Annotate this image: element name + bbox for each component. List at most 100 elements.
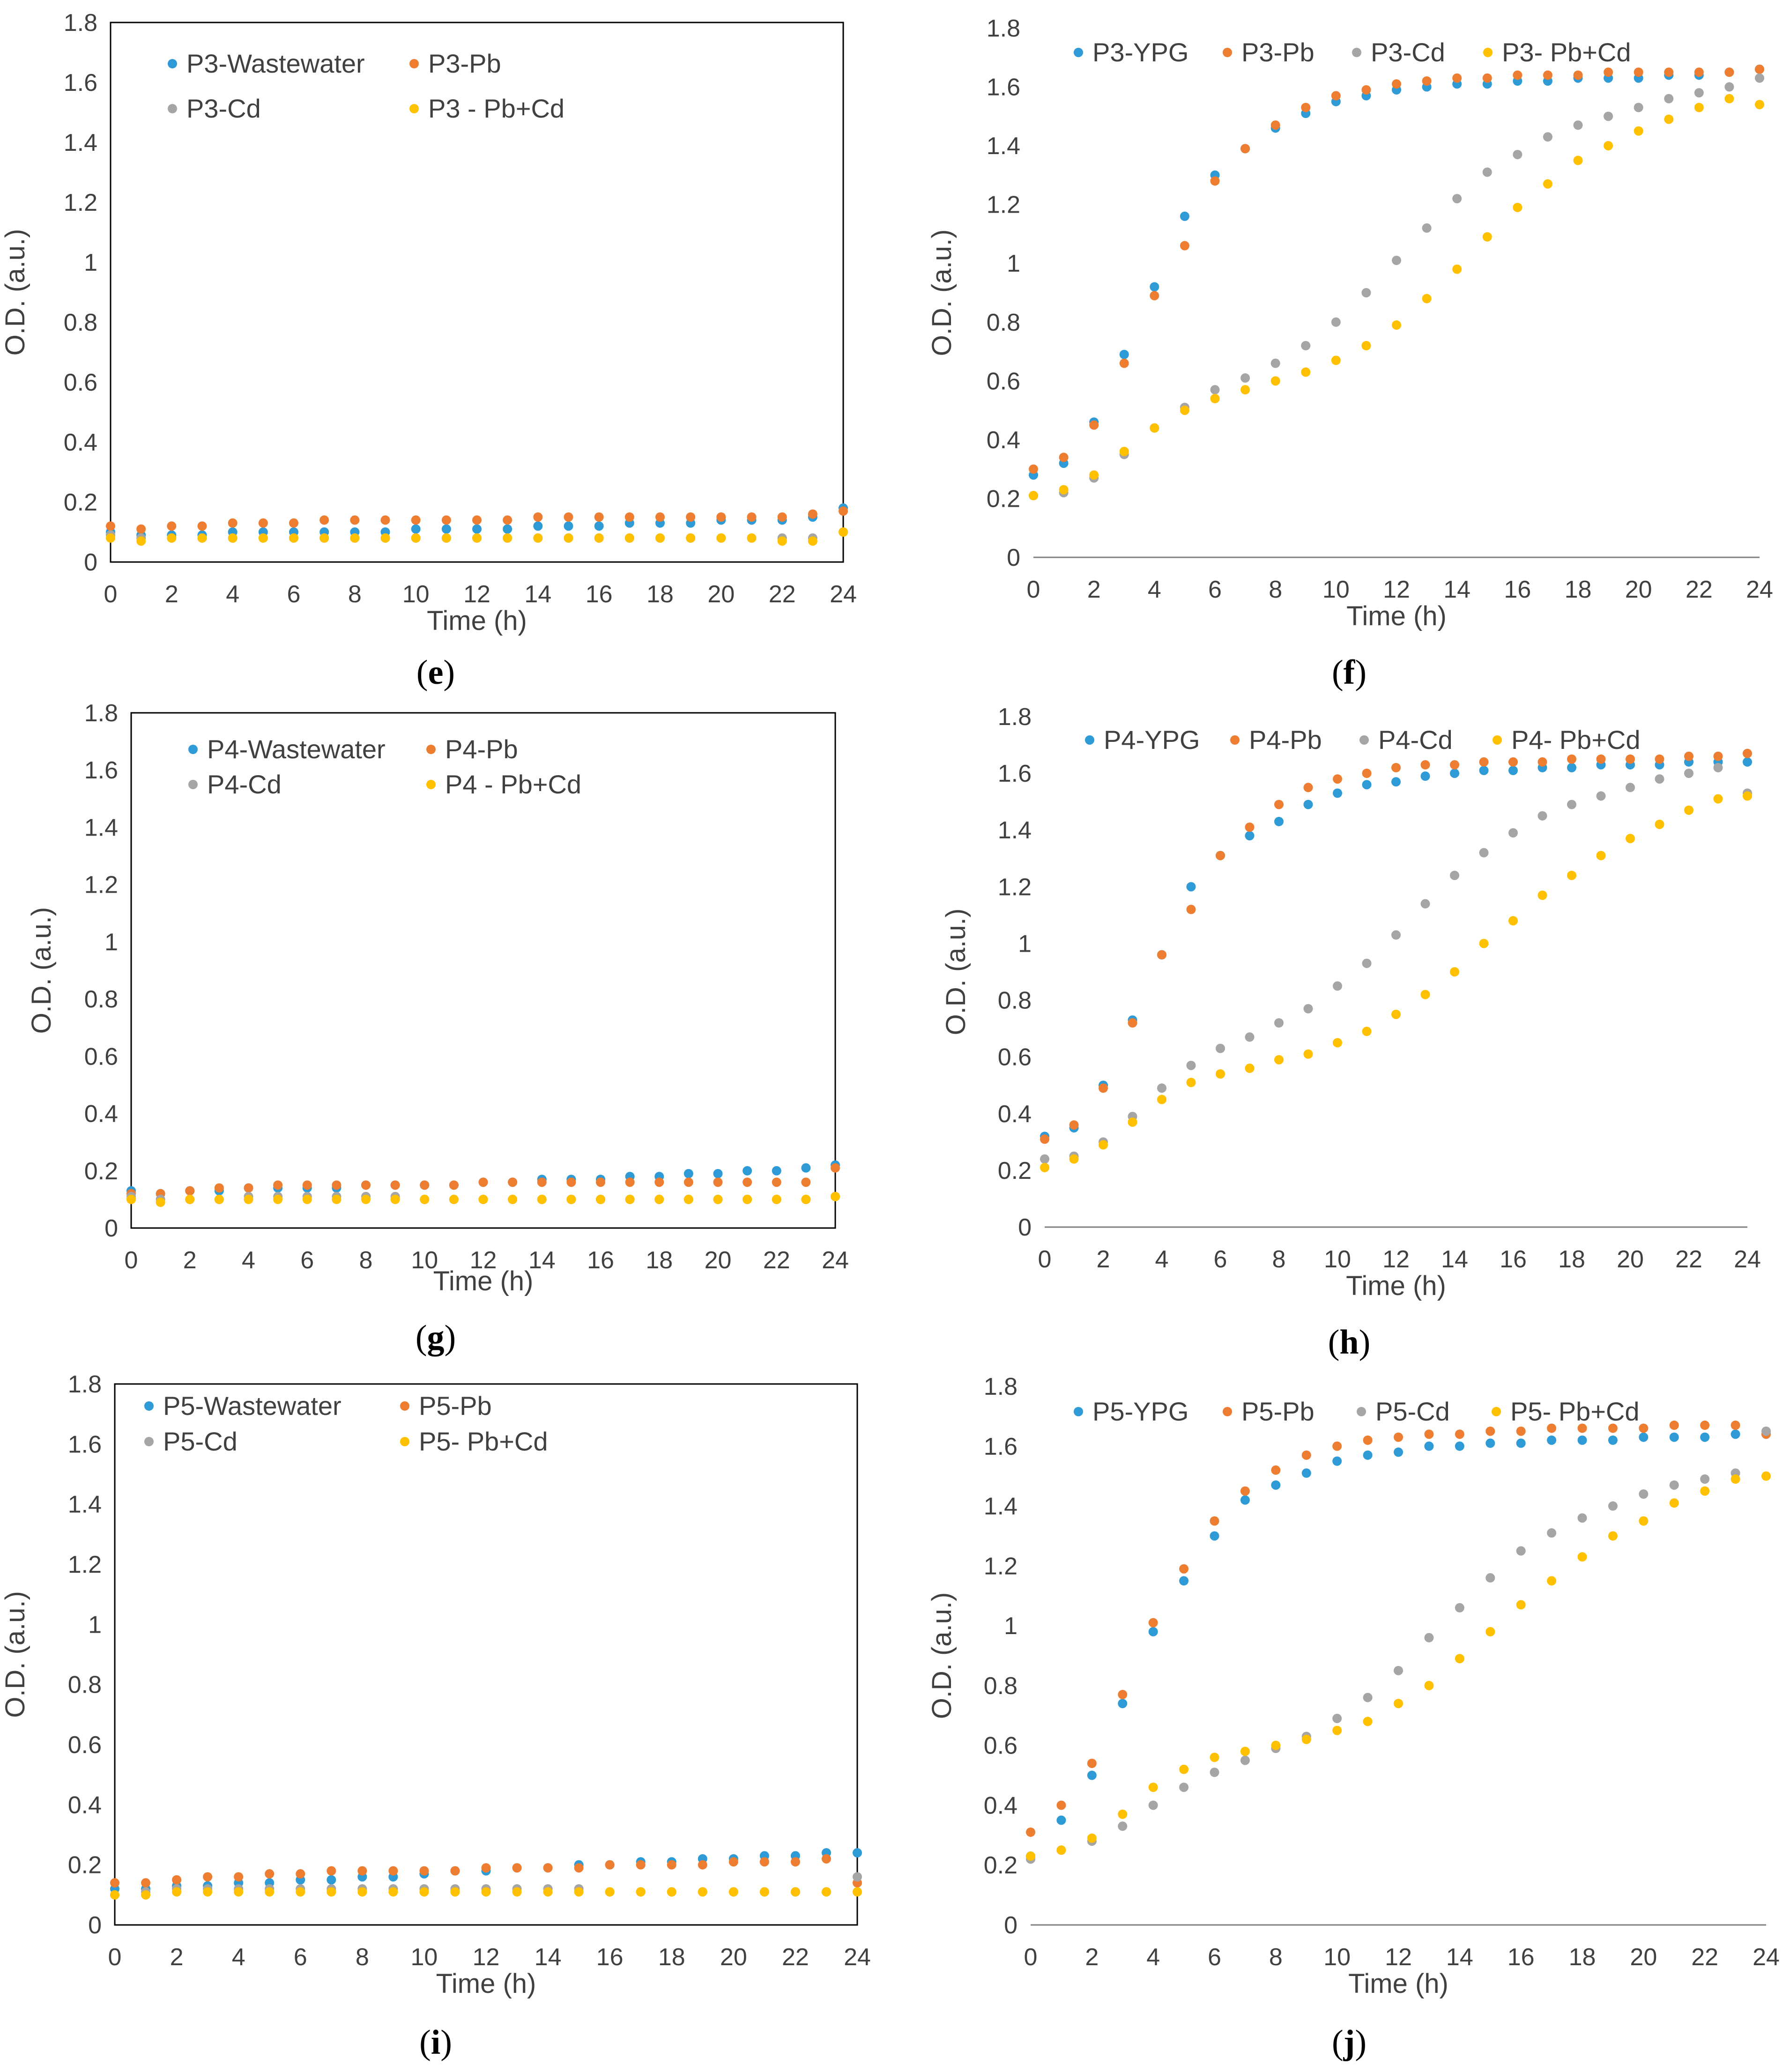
legend-marker: [426, 745, 436, 754]
data-point: [1087, 1770, 1097, 1780]
data-point: [441, 515, 451, 525]
x-tick-label: 14: [524, 581, 551, 608]
data-point: [1713, 763, 1723, 772]
y-tick-label: 0: [104, 1215, 118, 1242]
data-point: [1119, 349, 1129, 359]
x-tick-label: 12: [473, 1944, 500, 1971]
x-tick-label: 14: [1446, 1944, 1473, 1971]
x-tick-label: 6: [1208, 1944, 1221, 1971]
y-tick-label: 0: [1004, 1912, 1018, 1939]
data-point: [594, 512, 604, 522]
data-point: [1301, 1450, 1311, 1460]
data-point: [258, 533, 268, 543]
data-point: [777, 536, 787, 546]
legend-label: P3 - Pb+Cd: [428, 94, 564, 123]
x-tick-label: 4: [226, 581, 239, 608]
y-tick-label: 1.8: [84, 700, 118, 727]
data-point: [1118, 1690, 1128, 1700]
data-point: [1157, 1095, 1166, 1104]
y-tick-label: 1.2: [64, 189, 97, 216]
data-point: [1455, 1429, 1464, 1439]
legend-label: P3-Cd: [186, 94, 261, 123]
data-point: [512, 1887, 522, 1897]
data-point: [1148, 1800, 1158, 1810]
data-point: [1301, 367, 1311, 377]
panel-label: (e): [416, 653, 455, 692]
data-point: [1485, 1573, 1495, 1583]
data-point: [1240, 1746, 1250, 1756]
data-point: [1119, 358, 1129, 368]
y-tick-label: 1.2: [987, 192, 1020, 219]
data-point: [478, 1177, 488, 1187]
x-tick-label: 12: [463, 581, 490, 608]
data-point: [1694, 88, 1704, 98]
data-point: [743, 1166, 752, 1176]
chart-panel-g: 00.20.40.60.811.21.41.61.80 2 4 6 8 10 12 14 16 1…: [26, 700, 849, 1357]
data-point: [1301, 341, 1311, 350]
data-point: [801, 1194, 811, 1204]
data-point: [1245, 1063, 1255, 1073]
data-point: [1056, 1845, 1066, 1855]
data-point: [1240, 1495, 1250, 1505]
legend-label: P4-Pb: [445, 734, 518, 764]
x-tick-label: 14: [535, 1944, 562, 1971]
data-point: [411, 524, 421, 534]
data-point: [1240, 144, 1250, 154]
data-point: [1455, 1441, 1464, 1451]
y-tick-label: 0.4: [64, 429, 97, 456]
y-tick-label: 1.6: [84, 757, 118, 784]
data-point: [1333, 788, 1342, 798]
data-point: [596, 1194, 605, 1204]
data-point: [654, 1177, 664, 1187]
data-point: [1118, 1809, 1128, 1819]
data-point: [1724, 67, 1734, 77]
data-point: [1547, 1436, 1557, 1445]
x-tick-label: 14: [1441, 1246, 1468, 1273]
data-point: [1301, 1468, 1311, 1478]
data-point: [686, 512, 696, 522]
data-point: [1180, 211, 1189, 221]
x-tick-label: 6: [1214, 1246, 1227, 1273]
y-tick-label: 0: [1018, 1214, 1032, 1241]
y-tick-label: 1.8: [64, 9, 97, 37]
data-point: [1743, 757, 1752, 767]
data-point: [533, 521, 543, 531]
data-point: [185, 1186, 195, 1196]
data-point: [821, 1854, 831, 1864]
data-point: [790, 1857, 800, 1867]
x-axis-title: Time (h): [436, 1968, 536, 1999]
data-point: [574, 1863, 584, 1873]
data-point: [1394, 1432, 1403, 1442]
data-point: [759, 1857, 769, 1867]
data-point: [1029, 491, 1038, 501]
data-point: [533, 512, 543, 522]
data-point: [1363, 1717, 1373, 1726]
data-point: [1479, 939, 1489, 948]
data-point: [1362, 1027, 1372, 1036]
x-tick-label: 18: [1558, 1246, 1585, 1273]
data-point: [1271, 1740, 1281, 1750]
data-point: [1270, 358, 1280, 368]
x-tick-label: 0: [1027, 576, 1040, 603]
data-point: [1537, 811, 1547, 821]
data-point: [1516, 1546, 1526, 1556]
data-point: [1148, 1618, 1158, 1628]
data-point: [1245, 1032, 1255, 1042]
data-point: [1634, 67, 1643, 77]
series-p4-pb: [126, 1163, 840, 1199]
data-point: [1391, 777, 1401, 787]
data-point: [361, 1180, 371, 1190]
series-p5-pb: [1026, 1421, 1771, 1837]
legend-label: P5-YPG: [1092, 1397, 1188, 1426]
data-point: [1508, 757, 1518, 767]
data-point: [319, 515, 329, 525]
data-point: [1513, 70, 1523, 80]
data-point: [1608, 1501, 1618, 1511]
data-point: [537, 1177, 547, 1187]
x-tick-label: 16: [587, 1247, 614, 1274]
data-point: [380, 515, 390, 525]
data-point: [1361, 85, 1371, 95]
legend-marker: [409, 104, 419, 113]
data-point: [1485, 1426, 1495, 1436]
x-tick-label: 4: [242, 1247, 255, 1274]
